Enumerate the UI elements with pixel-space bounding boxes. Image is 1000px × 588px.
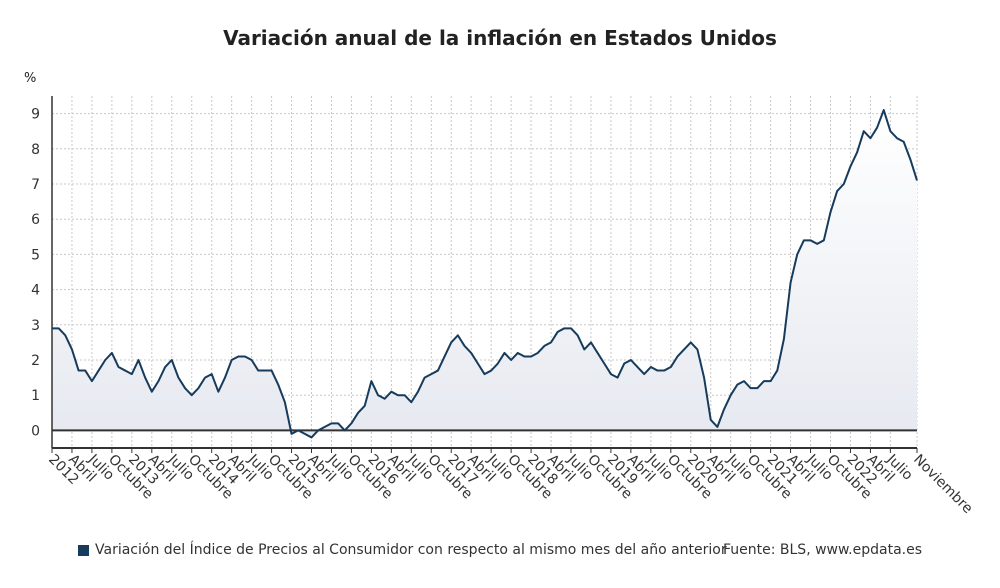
y-tick-label: 5	[31, 247, 40, 263]
chart-title: Variación anual de la inflación en Estad…	[223, 26, 777, 50]
legend: Variación del Índice de Precios al Consu…	[78, 542, 727, 558]
y-tick-label: 7	[31, 177, 40, 193]
area-fill	[52, 110, 917, 438]
x-tick-label: Noviembre	[910, 452, 975, 517]
y-axis-unit: %	[24, 71, 37, 86]
y-tick-label: 4	[31, 283, 40, 299]
y-tick-label: 6	[31, 212, 40, 228]
legend-label: Variación del Índice de Precios al Consu…	[95, 542, 727, 558]
y-tick-label: 9	[31, 107, 40, 123]
y-tick-label: 2	[31, 353, 40, 369]
source-note: Fuente: BLS, www.epdata.es	[722, 542, 922, 558]
y-tick-label: 8	[31, 142, 40, 158]
y-tick-label: 3	[31, 318, 40, 334]
y-tick-label: 1	[31, 388, 40, 404]
y-tick-label: 0	[31, 423, 40, 439]
legend-swatch	[78, 544, 89, 556]
